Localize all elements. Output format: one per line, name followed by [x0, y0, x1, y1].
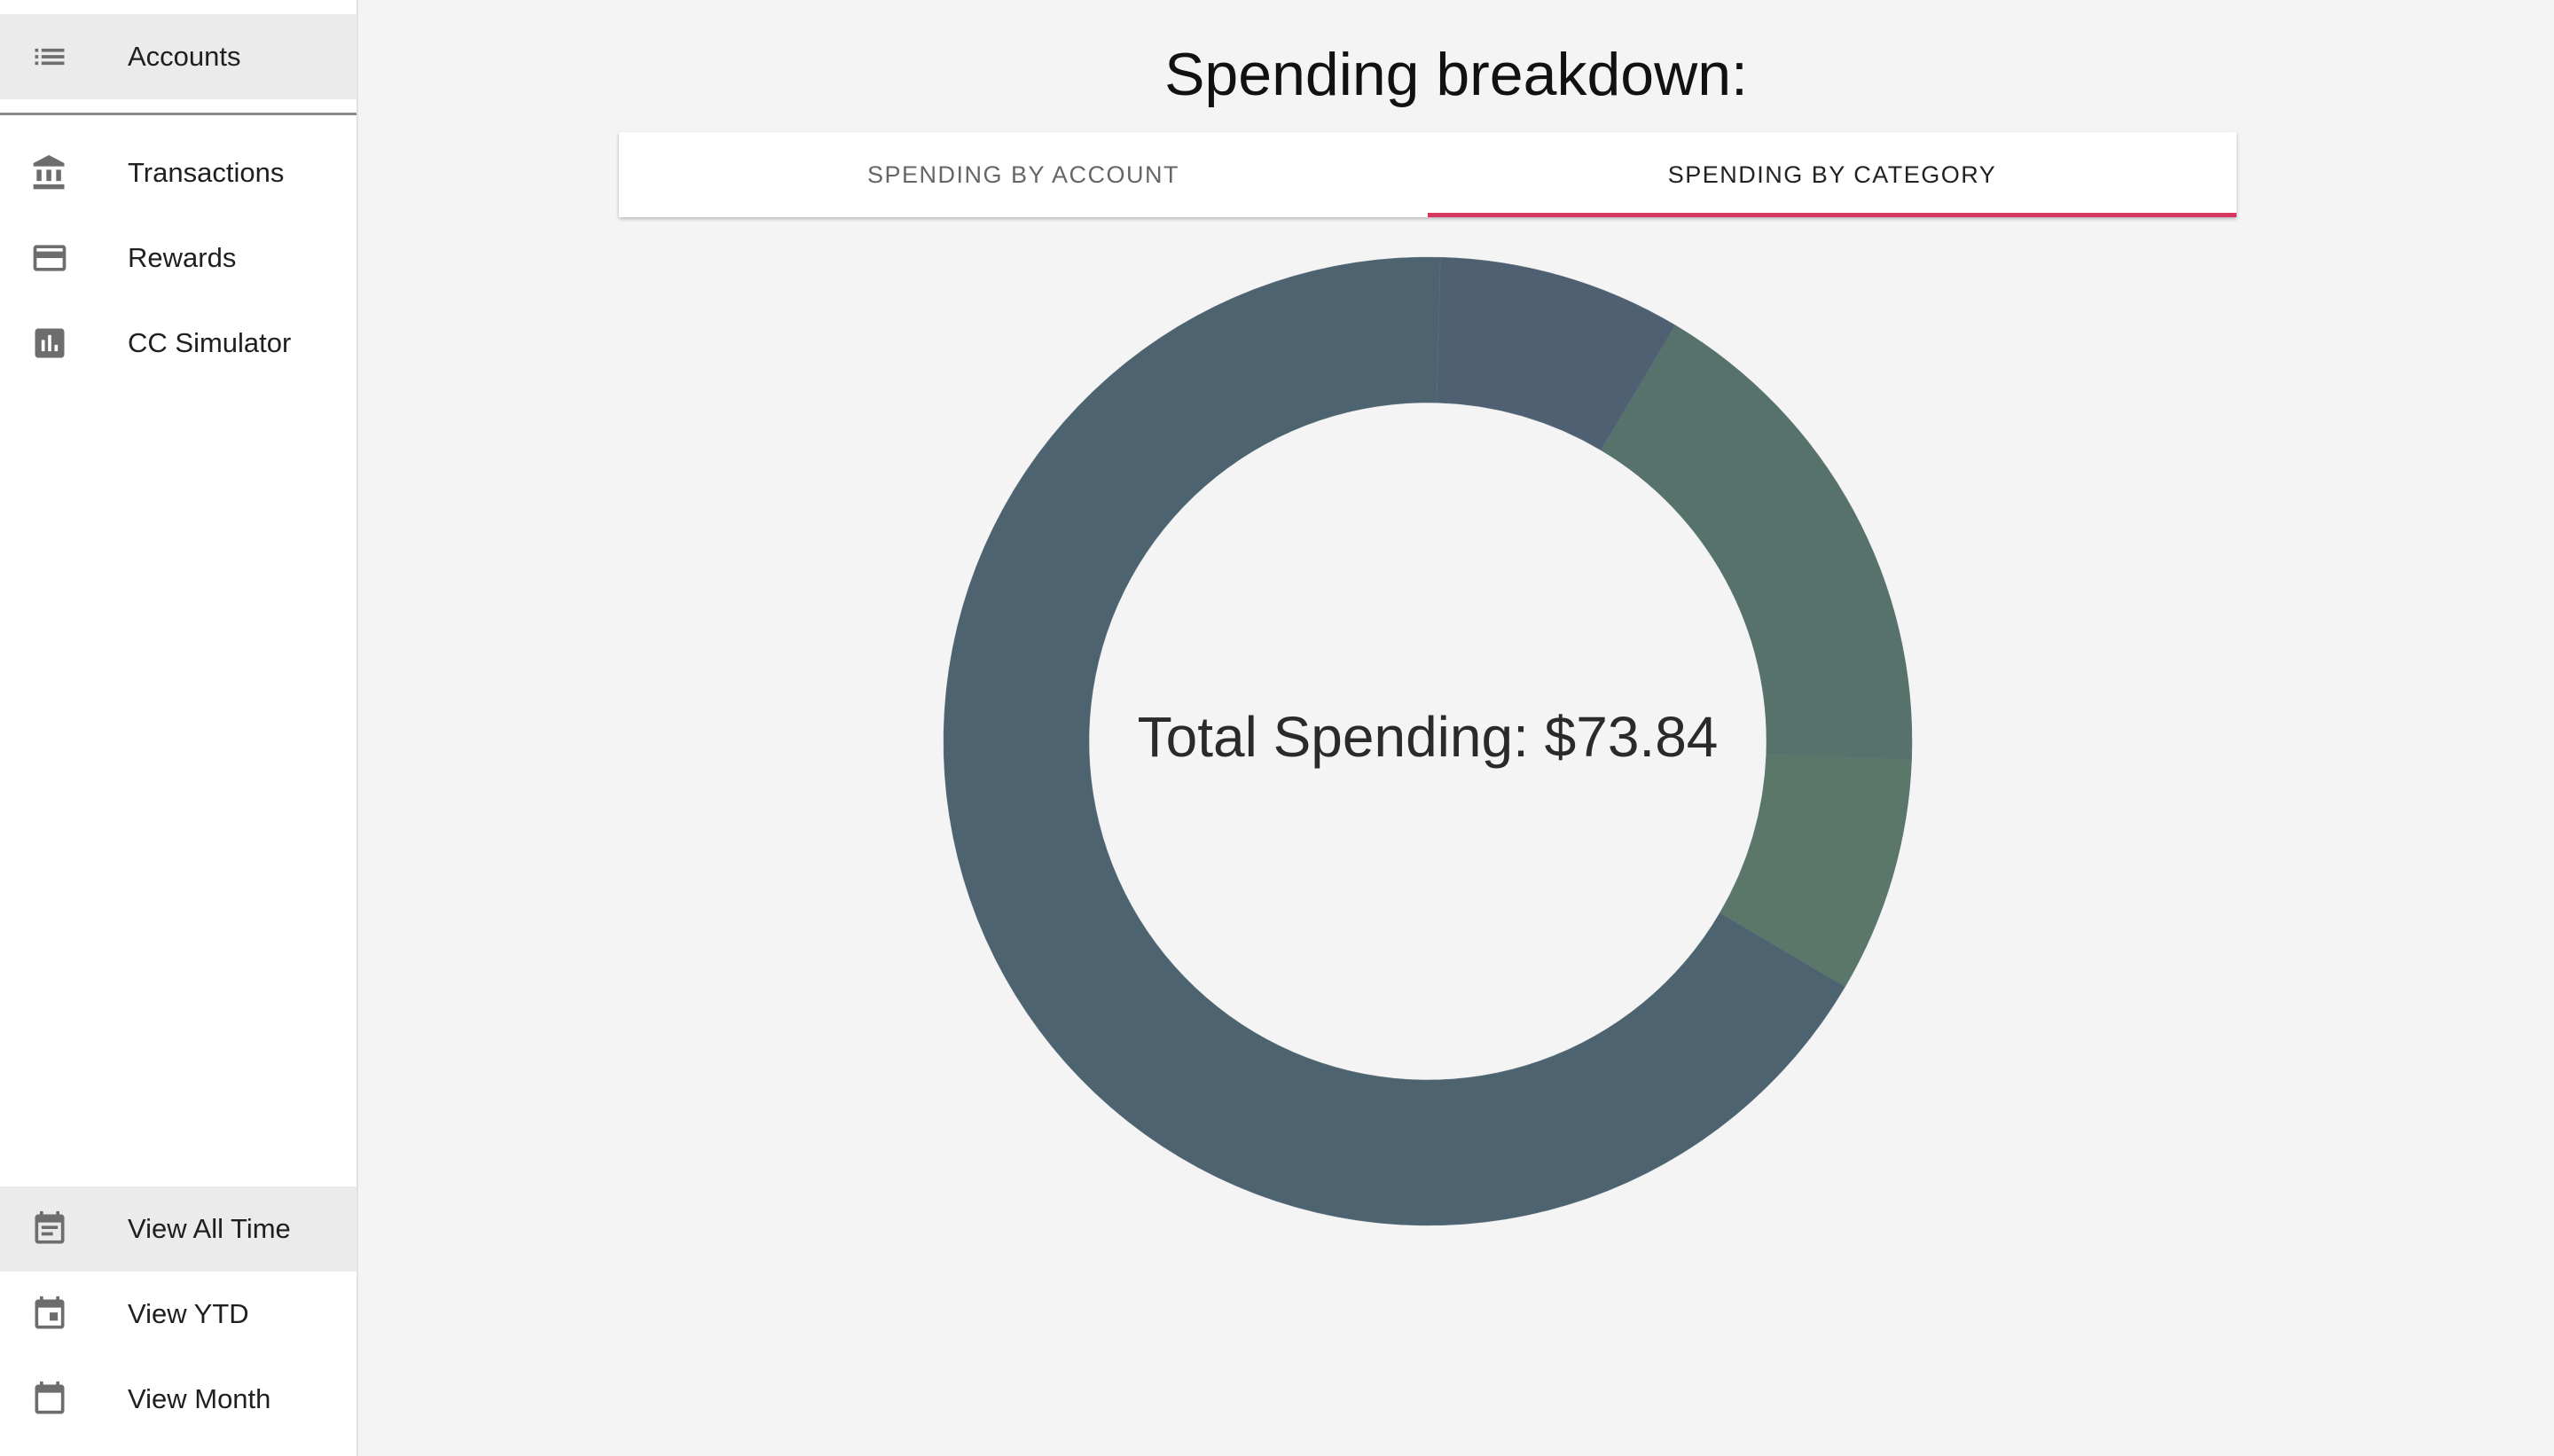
tab-label: Spending by account [866, 160, 1180, 188]
sidebar-item-accounts[interactable]: Accounts [0, 14, 356, 99]
list-icon [30, 37, 69, 76]
tab-indicator [1428, 213, 2237, 217]
sidebar-item-label: Rewards [128, 242, 237, 273]
filter-view-all-time[interactable]: View All Time [0, 1186, 356, 1272]
filter-view-ytd[interactable]: View YTD [0, 1272, 356, 1357]
sidebar-item-label: Transactions [128, 157, 285, 188]
donut-slice-1[interactable] [1600, 325, 1913, 761]
donut-slices [943, 256, 1913, 1226]
sidebar-item-cc-simulator[interactable]: CC Simulator [0, 301, 356, 386]
sidebar-item-label: View Month [128, 1383, 271, 1414]
sidebar-item-rewards[interactable]: Rewards [0, 215, 356, 301]
spending-donut-chart: Total Spending: $73.84 [943, 256, 1913, 1226]
tab-spending-by-category[interactable]: Spending by category [1428, 132, 2237, 217]
sidebar-item-label: View YTD [128, 1298, 249, 1329]
sidebar-divider [0, 113, 356, 115]
donut-slice-3[interactable] [943, 256, 1845, 1226]
tab-label: Spending by category [1667, 160, 1997, 188]
credit-card-icon [30, 239, 69, 278]
calendar-icon [30, 1380, 69, 1419]
tab-spending-by-account[interactable]: Spending by account [619, 132, 1428, 217]
filter-view-month[interactable]: View Month [0, 1357, 356, 1442]
tab-bar: Spending by account Spending by category [619, 132, 2237, 217]
sidebar-item-transactions[interactable]: Transactions [0, 130, 356, 215]
bar-chart-icon [30, 324, 69, 363]
calendar-event-icon [30, 1209, 69, 1249]
total-spending-label: Total Spending: $73.84 [1138, 705, 1719, 769]
calendar-today-icon [30, 1295, 69, 1334]
sidebar-item-label: CC Simulator [128, 327, 292, 358]
page-title: Spending breakdown: [1164, 41, 1748, 108]
sidebar-item-label: Accounts [128, 41, 241, 72]
bank-icon [30, 153, 69, 192]
sidebar: Accounts Transactions Rewards CC Simulat… [0, 0, 358, 1456]
sidebar-item-label: View All Time [128, 1213, 291, 1244]
